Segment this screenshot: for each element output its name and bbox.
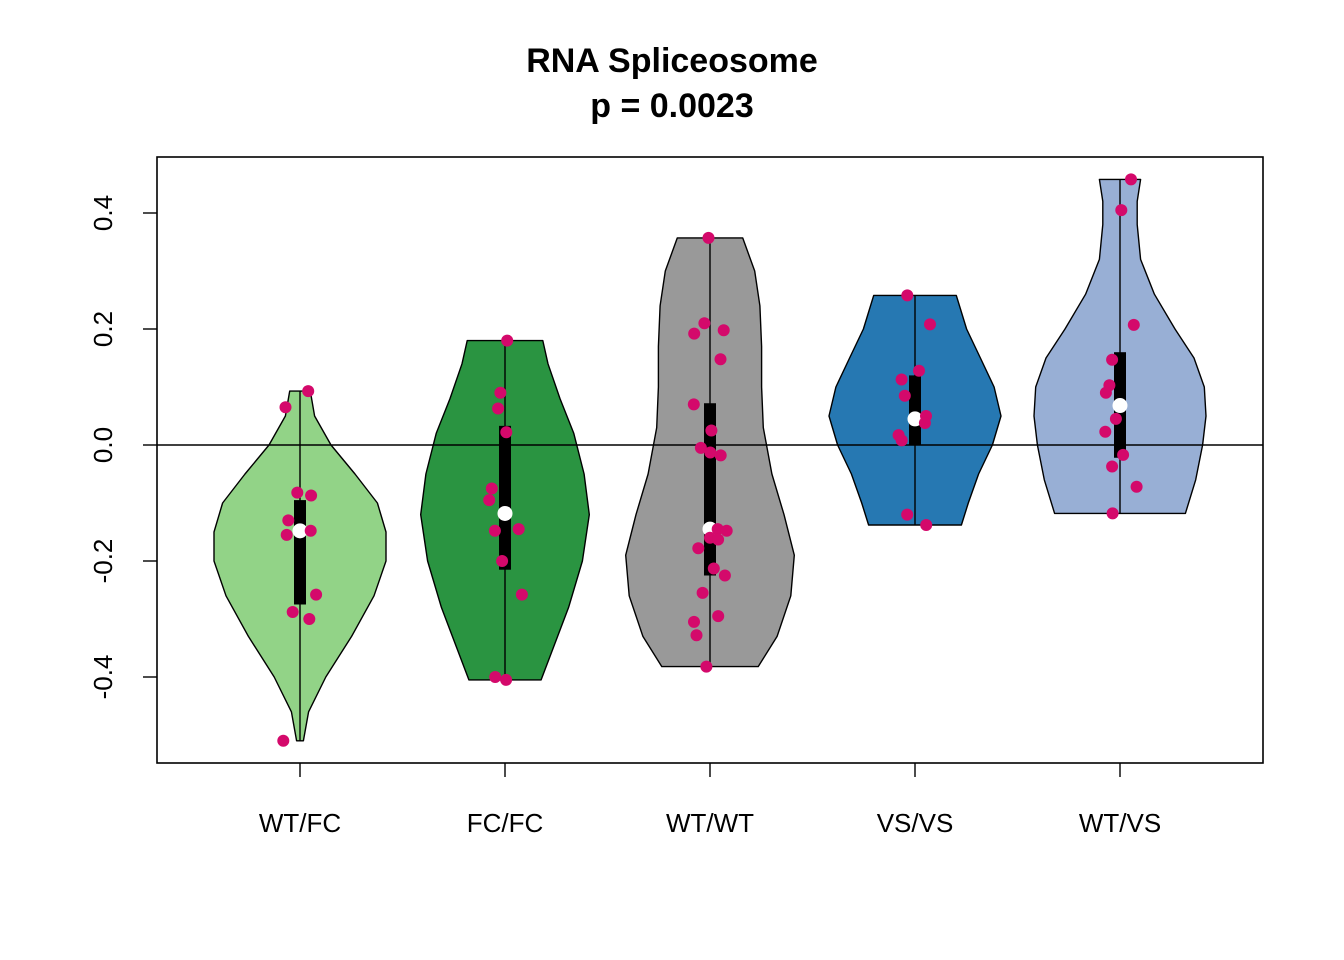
data-point [500, 673, 513, 686]
x-axis: WT/FC FC/FC WT/WT VS/VS WT/VS [259, 763, 1161, 838]
data-point [310, 588, 323, 601]
data-point [901, 289, 914, 302]
data-point [280, 528, 293, 541]
data-point [694, 441, 707, 454]
data-point [488, 524, 501, 537]
data-point [501, 334, 514, 347]
data-point [1106, 507, 1119, 520]
data-point [1109, 412, 1122, 425]
data-point [692, 542, 705, 555]
data-point [720, 524, 733, 537]
data-point [688, 615, 700, 628]
data-point [515, 588, 528, 601]
data-point [291, 486, 304, 499]
median-marker [1112, 398, 1128, 414]
data-point [700, 660, 713, 673]
data-point [918, 417, 931, 429]
data-point [704, 446, 717, 459]
data-point [494, 386, 507, 399]
data-point [512, 523, 525, 536]
y-tick-label: -0.2 [88, 539, 118, 584]
y-axis: -0.4 -0.2 0.0 0.2 0.4 [88, 195, 157, 699]
points-layer [277, 173, 1143, 747]
data-point [717, 324, 730, 337]
y-tick-label: 0.2 [88, 311, 118, 347]
data-point [707, 562, 720, 575]
data-point [304, 524, 317, 537]
data-point [901, 508, 914, 521]
data-point [302, 385, 315, 398]
data-point [1117, 448, 1130, 461]
data-point [711, 523, 724, 536]
iqr-box [499, 425, 511, 570]
data-point [1130, 480, 1143, 493]
data-point [277, 734, 290, 747]
y-tick-label: 0.0 [88, 427, 118, 463]
chart-subtitle: p = 0.0023 [590, 87, 754, 125]
chart-title: RNA Spliceosome [526, 42, 818, 80]
iqr-box [294, 500, 306, 605]
data-point [702, 231, 715, 244]
data-point [718, 569, 731, 582]
data-point [924, 318, 936, 331]
data-point [898, 389, 911, 402]
median-marker [907, 411, 923, 427]
x-tick-label: WT/FC [259, 808, 341, 838]
data-point [714, 449, 727, 462]
y-tick-label: -0.4 [88, 655, 118, 700]
data-point [1106, 353, 1119, 366]
data-point [282, 514, 295, 527]
iqr-box [909, 375, 921, 445]
data-point [1106, 460, 1119, 473]
data-point [705, 424, 718, 437]
y-tick-label: 0.4 [88, 195, 118, 231]
box-layer [292, 179, 1128, 741]
data-point [1125, 173, 1137, 186]
data-point [485, 482, 498, 495]
x-tick-label: WT/WT [666, 808, 754, 838]
data-point [698, 317, 711, 330]
median-marker [497, 505, 513, 521]
x-tick-label: WT/VS [1079, 808, 1161, 838]
data-point [1099, 425, 1112, 438]
x-tick-label: FC/FC [467, 808, 544, 838]
data-point [286, 606, 299, 618]
data-point [492, 402, 505, 415]
data-point [714, 353, 727, 366]
median-marker [292, 523, 308, 539]
data-point [913, 364, 925, 377]
data-point [303, 613, 316, 625]
x-tick-label: VS/VS [877, 808, 954, 838]
data-point [920, 519, 933, 531]
data-point [1115, 204, 1128, 217]
data-point [712, 610, 725, 623]
data-point [489, 671, 502, 683]
data-point [1127, 318, 1140, 331]
data-point [1099, 386, 1112, 399]
data-point [687, 398, 700, 411]
data-point [712, 533, 725, 546]
data-point [279, 401, 292, 414]
data-point [688, 327, 701, 340]
data-point [496, 555, 509, 567]
data-point [483, 494, 496, 507]
data-point [305, 489, 318, 502]
data-point [696, 586, 709, 599]
data-point [895, 373, 908, 386]
data-point [500, 426, 513, 439]
data-point [895, 434, 908, 447]
data-point [690, 629, 703, 642]
